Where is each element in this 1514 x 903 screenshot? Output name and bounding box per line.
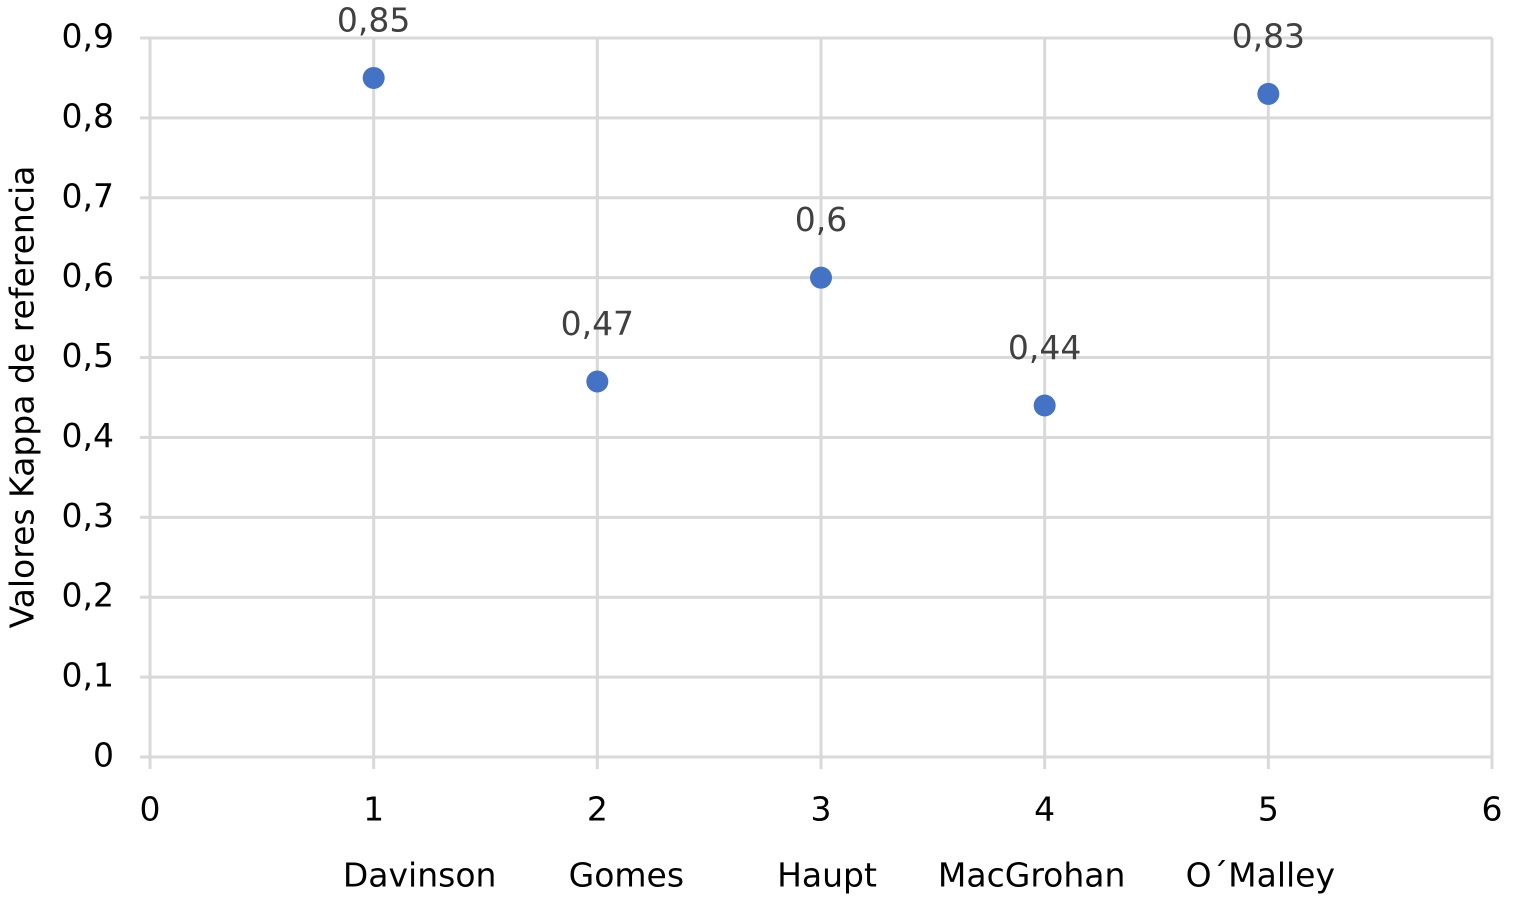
data-label: 0,85 — [337, 0, 410, 39]
x-tick-label: 3 — [811, 790, 832, 829]
point — [1257, 82, 1280, 105]
data-label: 0,6 — [795, 200, 847, 239]
x-tick-label: 1 — [363, 790, 384, 829]
y-tick-label: 0,4 — [62, 416, 114, 455]
data-label: 0,44 — [1008, 328, 1081, 367]
point — [1033, 394, 1056, 417]
x-name-label: O´Malley — [1186, 856, 1335, 895]
x-tick-label: 6 — [1482, 790, 1503, 829]
y-tick-label: 0,1 — [62, 656, 114, 695]
y-axis-label: Valores Kappa de referencia — [3, 166, 42, 629]
y-tick-label: 0,9 — [62, 17, 114, 56]
y-tick-label: 0,7 — [62, 176, 114, 215]
x-name-label: Davinson — [343, 856, 497, 895]
x-tick-label: 2 — [587, 790, 608, 829]
point — [586, 370, 609, 393]
x-tick-label: 5 — [1258, 790, 1279, 829]
x-tick-label: 0 — [140, 790, 161, 829]
y-tick-label: 0,5 — [62, 336, 114, 375]
point — [810, 266, 832, 289]
y-tick-label: 0,2 — [62, 576, 114, 615]
data-label: 0,47 — [561, 304, 634, 343]
y-tick-label: 0,3 — [62, 496, 114, 535]
data-label: 0,83 — [1232, 16, 1305, 55]
y-tick-label: 0,8 — [62, 96, 114, 135]
y-tick-label: 0,6 — [62, 256, 114, 295]
y-tick-label: 0 — [93, 736, 114, 775]
x-name-label: Gomes — [569, 856, 684, 895]
point — [362, 66, 385, 89]
x-name-label: MacGrohan — [938, 856, 1126, 895]
x-name-label: Haupt — [777, 856, 877, 895]
x-tick-label: 4 — [1034, 790, 1055, 829]
